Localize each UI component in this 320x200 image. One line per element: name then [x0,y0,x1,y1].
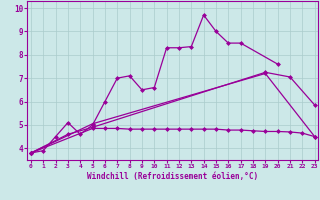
X-axis label: Windchill (Refroidissement éolien,°C): Windchill (Refroidissement éolien,°C) [87,172,258,181]
